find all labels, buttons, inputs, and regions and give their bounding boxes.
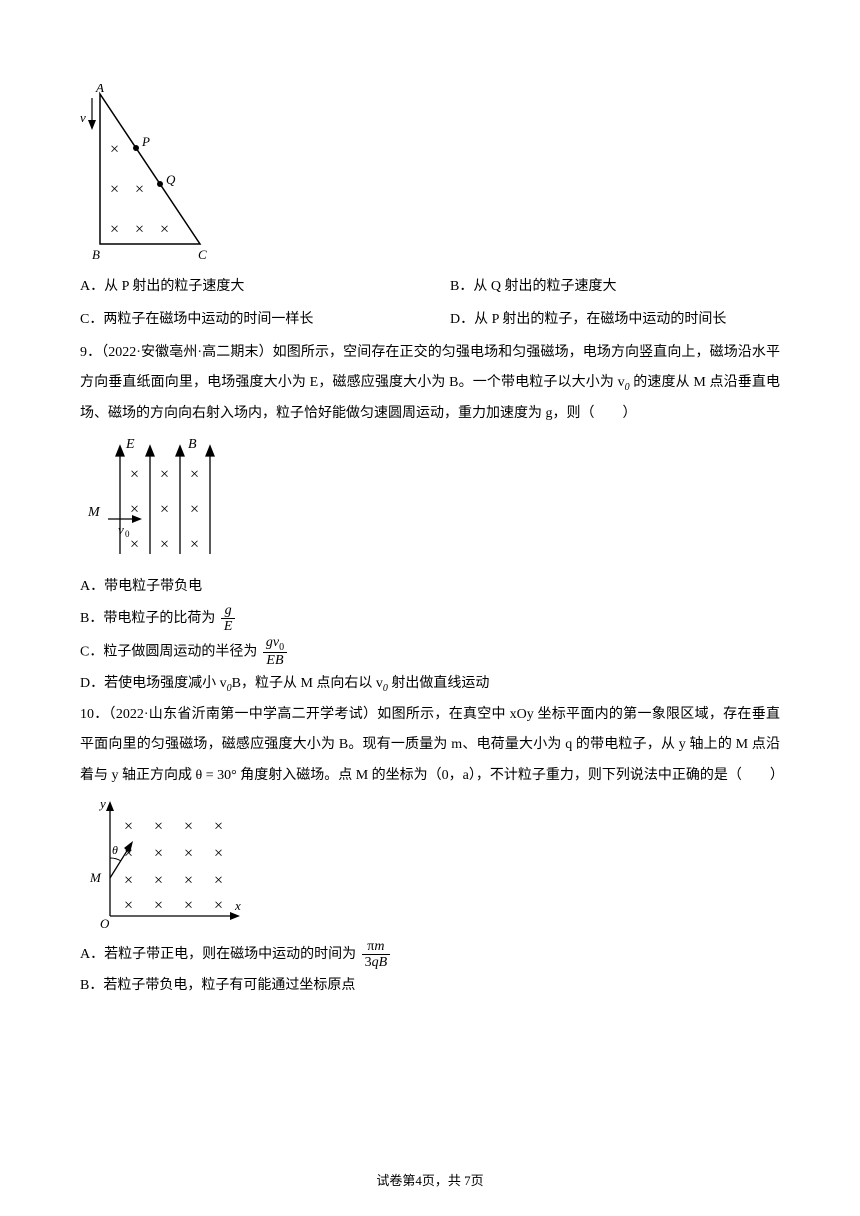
svg-text:×: × (124, 818, 133, 835)
q10-stem: 10．（2022·山东省沂南第一中学高二开学考试）如图所示，在真空中 xOy 坐… (80, 700, 780, 792)
svg-text:×: × (154, 818, 163, 835)
svg-text:v: v (80, 110, 86, 125)
svg-text:×: × (135, 221, 144, 238)
svg-text:×: × (184, 897, 193, 914)
svg-text:C: C (198, 247, 207, 262)
q8-figure: v × × × × × × P Q A B C (80, 84, 780, 264)
svg-text:×: × (130, 466, 139, 483)
svg-text:×: × (160, 221, 169, 238)
q9-d-p2: B，粒子从 M 点向右以 v (232, 676, 383, 691)
svg-text:P: P (141, 134, 150, 149)
svg-text:×: × (160, 466, 169, 483)
svg-text:y: y (98, 796, 106, 811)
q10-figure: y x O ×××× ×××× ×××× ×××× M θ (80, 796, 780, 931)
svg-text:×: × (160, 536, 169, 553)
q8-option-b: B．从 Q 射出的粒子速度大 (450, 272, 780, 303)
svg-text:A: A (95, 84, 104, 95)
q8-option-c: C．两粒子在磁场中运动的时间一样长 (80, 305, 410, 336)
q9-option-d: D．若使电场强度减小 v0B，粒子从 M 点向右以 v0 射出做直线运动 (80, 669, 780, 700)
svg-text:Q: Q (166, 172, 176, 187)
svg-text:B: B (92, 247, 100, 262)
q8-option-a: A．从 P 射出的粒子速度大 (80, 272, 410, 303)
q9-options: A．带电粒子带负电 B．带电粒子的比荷为 g E C．粒子做圆周运动的半径为 g… (80, 572, 780, 700)
q9-option-a: A．带电粒子带负电 (80, 572, 780, 603)
q10-a-prefix: A．若粒子带正电，则在磁场中运动的时间为 (80, 947, 356, 962)
q9-c-prefix: C．粒子做圆周运动的半径为 (80, 644, 257, 659)
svg-text:×: × (184, 872, 193, 889)
svg-text:×: × (130, 501, 139, 518)
q10-a-frac: πm 3qB (362, 939, 391, 971)
svg-text:×: × (110, 221, 119, 238)
q9-b-frac: g E (221, 603, 236, 635)
svg-text:0: 0 (125, 529, 130, 539)
q9-d-p1: D．若使电场强度减小 v (80, 676, 227, 691)
q8-options-row2: C．两粒子在磁场中运动的时间一样长 D．从 P 射出的粒子，在磁场中运动的时间长 (80, 305, 780, 336)
svg-text:×: × (184, 845, 193, 862)
svg-text:×: × (135, 181, 144, 198)
q10-option-a: A．若粒子带正电，则在磁场中运动的时间为 πm 3qB (80, 939, 780, 971)
q8-option-d: D．从 P 射出的粒子，在磁场中运动的时间长 (450, 305, 780, 336)
q9-c-frac: gv0 EB (263, 635, 287, 669)
q8-options-row1: A．从 P 射出的粒子速度大 B．从 Q 射出的粒子速度大 (80, 272, 780, 303)
q10-option-b: B．若粒子带负电，粒子有可能通过坐标原点 (80, 971, 780, 1002)
q9-option-b: B．带电粒子的比荷为 g E (80, 603, 780, 635)
svg-text:×: × (110, 181, 119, 198)
svg-text:×: × (214, 845, 223, 862)
svg-text:E: E (125, 437, 135, 452)
svg-text:×: × (124, 897, 133, 914)
svg-text:×: × (190, 466, 199, 483)
svg-text:M: M (87, 505, 101, 520)
svg-text:×: × (190, 536, 199, 553)
svg-text:×: × (214, 872, 223, 889)
svg-text:M: M (89, 870, 102, 885)
q9-option-c: C．粒子做圆周运动的半径为 gv0 EB (80, 635, 780, 669)
svg-text:×: × (154, 897, 163, 914)
q10-options: A．若粒子带正电，则在磁场中运动的时间为 πm 3qB B．若粒子带负电，粒子有… (80, 939, 780, 1002)
svg-text:O: O (100, 916, 110, 931)
svg-text:×: × (190, 501, 199, 518)
svg-text:×: × (110, 141, 119, 158)
page-footer: 试卷第4页，共 7页 (0, 1167, 860, 1196)
svg-text:×: × (154, 845, 163, 862)
svg-text:x: x (234, 898, 241, 913)
svg-text:×: × (214, 897, 223, 914)
svg-text:×: × (154, 872, 163, 889)
svg-text:×: × (124, 872, 133, 889)
svg-text:v: v (118, 522, 124, 537)
q9-b-prefix: B．带电粒子的比荷为 (80, 611, 215, 626)
svg-text:×: × (160, 501, 169, 518)
q9-d-p3: 射出做直线运动 (388, 676, 490, 691)
svg-text:B: B (188, 437, 197, 452)
q9-stem: 9．（2022·安徽亳州·高二期末）如图所示，空间存在正交的匀强电场和匀强磁场，… (80, 338, 780, 430)
q9-figure: E B × × × × × × × × × M v 0 (80, 434, 780, 564)
svg-text:θ: θ (112, 843, 118, 857)
svg-text:×: × (184, 818, 193, 835)
svg-text:×: × (214, 818, 223, 835)
svg-text:×: × (130, 536, 139, 553)
